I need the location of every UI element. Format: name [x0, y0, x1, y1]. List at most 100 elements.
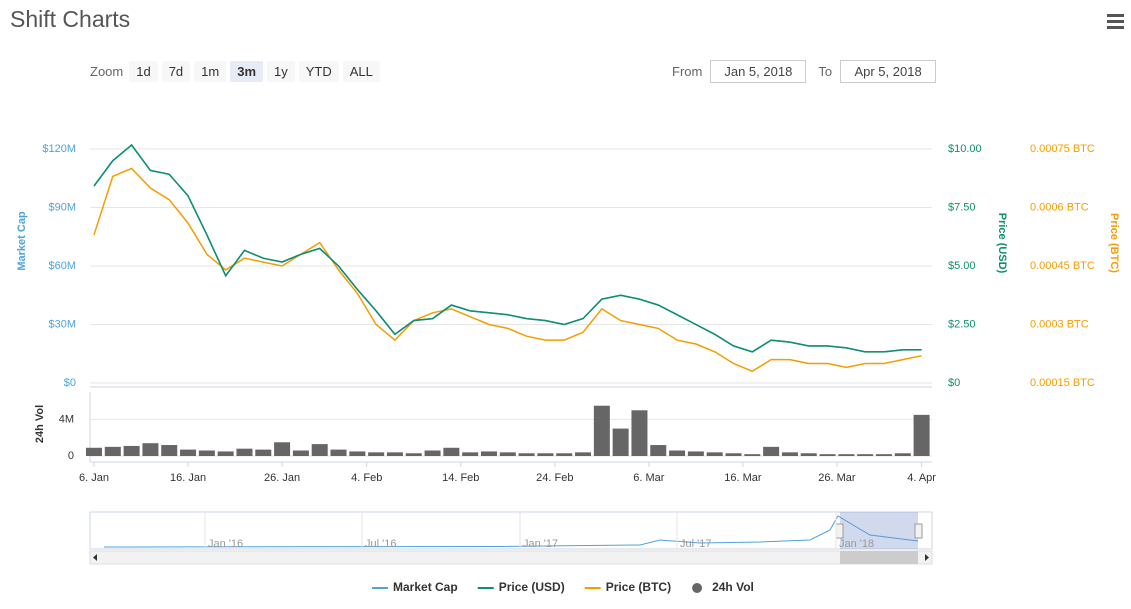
y-tick-label: $0 [64, 377, 76, 389]
from-label: From [672, 64, 703, 79]
to-label: To [818, 64, 833, 79]
page-title: Shift Charts [10, 6, 131, 32]
x-tick-label: 6. Jan [79, 472, 109, 484]
x-tick-label: 6. Mar [633, 472, 665, 484]
zoom-label: Zoom [90, 64, 124, 79]
volume-bar [631, 410, 648, 456]
volume-bar [575, 452, 592, 456]
y-tick-label: 0.0003 BTC [1030, 318, 1089, 330]
series-line [93, 167, 922, 373]
volume-bar [706, 452, 723, 456]
legend-item[interactable]: Price (BTC) [606, 580, 671, 594]
volume-bar [763, 446, 780, 456]
volume-bar [894, 453, 911, 456]
scrollbar-thumb[interactable] [840, 551, 918, 564]
volume-bar [499, 452, 516, 456]
menu-button[interactable] [1107, 14, 1124, 32]
volume-bar [744, 454, 761, 456]
y-tick-label: $5.00 [948, 260, 976, 272]
y-tick-label: $120M [42, 143, 76, 155]
volume-bar [104, 446, 121, 456]
volume-bar [838, 454, 855, 456]
x-tick-label: 4. Apr [907, 472, 936, 484]
volume-bar [443, 447, 460, 456]
navigator-label: Jan '16 [208, 538, 243, 550]
from-input[interactable]: Jan 5, 2018 [710, 60, 807, 83]
navigator-frame [89, 511, 933, 550]
y-tick-label: $10.00 [948, 143, 982, 155]
volume-bar [480, 451, 497, 456]
volume-bar [857, 454, 874, 456]
y-tick-label: 0 [68, 450, 74, 462]
navigator-handle[interactable] [914, 523, 923, 539]
volume-bar [424, 450, 441, 456]
volume-bar [819, 454, 836, 456]
volume-bar [311, 444, 328, 456]
volume-bar [405, 453, 422, 456]
zoom-button[interactable]: 3m [230, 61, 264, 82]
zoom-button[interactable]: 1y [267, 61, 295, 82]
y-tick-label: $90M [48, 201, 76, 213]
y-tick-label: $30M [48, 318, 76, 330]
volume-bar [292, 450, 309, 456]
axis-title: 24h Vol [34, 405, 46, 443]
y-tick-label: 0.00075 BTC [1030, 143, 1095, 155]
zoom-button[interactable]: 7d [161, 61, 191, 82]
navigator-label: Jan '17 [523, 538, 558, 550]
navigator-label: Jul '17 [680, 538, 711, 550]
series-line [93, 144, 922, 353]
x-tick-label: 24. Feb [536, 472, 573, 484]
y-tick-label: 0.0006 BTC [1030, 201, 1089, 213]
volume-bar [217, 451, 234, 456]
volume-bar [518, 453, 535, 456]
volume-bar [669, 450, 686, 456]
x-tick-label: 4. Feb [351, 472, 382, 484]
volume-bar [161, 445, 178, 456]
x-tick-label: 16. Mar [724, 472, 762, 484]
y-tick-label: $0 [948, 377, 960, 389]
series-line [93, 143, 922, 353]
scrollbar[interactable] [89, 550, 933, 565]
volume-bar [368, 452, 385, 456]
y-tick-label: $2.50 [948, 318, 976, 330]
x-tick-label: 16. Jan [170, 472, 206, 484]
volume-bar [236, 448, 253, 456]
y-tick-label: 0.00015 BTC [1030, 377, 1095, 389]
volume-bar [650, 445, 667, 456]
navigator-handle[interactable] [835, 523, 844, 539]
volume-bar [612, 428, 629, 456]
x-tick-label: 26. Jan [264, 472, 300, 484]
volume-bar [875, 454, 892, 456]
zoom-button[interactable]: 1d [129, 61, 158, 82]
navigator-label: Jul '16 [365, 538, 396, 550]
zoom-button[interactable]: ALL [342, 61, 380, 82]
volume-bar [198, 450, 215, 456]
x-tick-label: 26. Mar [818, 472, 856, 484]
volume-bar [687, 451, 704, 456]
axis-title: Market Cap [16, 211, 28, 271]
y-tick-label: $60M [48, 260, 76, 272]
legend-item[interactable]: Price (USD) [499, 580, 565, 594]
legend-symbol [692, 583, 703, 593]
volume-bar [800, 453, 817, 456]
y-tick-label: $7.50 [948, 201, 976, 213]
zoom-button[interactable]: 1m [194, 61, 227, 82]
x-tick-label: 14. Feb [442, 472, 479, 484]
date-range: From Jan 5, 2018 To Apr 5, 2018 [672, 60, 948, 83]
volume-bar [86, 447, 102, 456]
volume-bar [537, 453, 554, 456]
y-tick-label: 4M [59, 413, 74, 425]
volume-bar [349, 451, 366, 456]
legend-item[interactable]: 24h Vol [712, 580, 754, 594]
to-input[interactable]: Apr 5, 2018 [840, 60, 937, 83]
volume-bar [142, 443, 159, 456]
zoom-button[interactable]: YTD [298, 61, 339, 82]
volume-bar [725, 453, 742, 456]
volume-bar [462, 452, 479, 456]
navigator-selection[interactable] [840, 512, 918, 549]
axis-title: Price (BTC) [1108, 213, 1120, 273]
volume-bar [123, 445, 140, 456]
legend-item[interactable]: Market Cap [393, 580, 458, 594]
